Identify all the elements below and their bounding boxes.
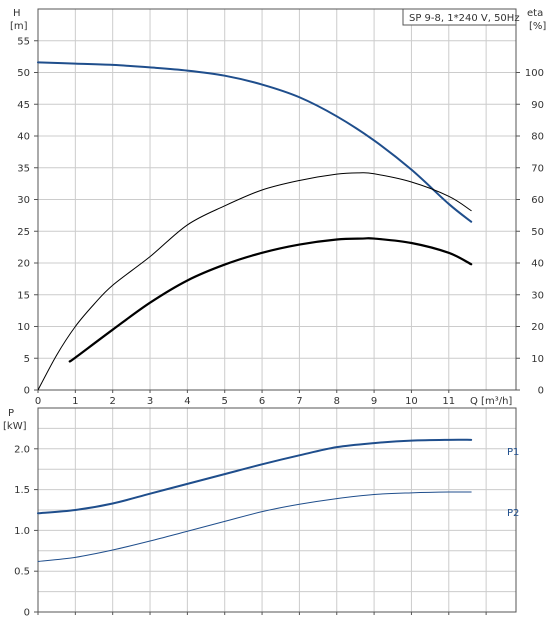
y2-tick-label: 80: [531, 132, 544, 143]
x-tick-label: 7: [296, 396, 302, 407]
y-tick-label: 5: [24, 354, 30, 365]
x-axis-label-q: Q [m³/h]: [470, 396, 512, 407]
p1-curve: [37, 438, 473, 515]
y-tick-label: 45: [17, 100, 30, 111]
x-tick-label: 2: [110, 396, 116, 407]
y-tick-label: 25: [17, 227, 30, 238]
p-tick-label: 1.5: [14, 485, 30, 496]
x-tick-label: 3: [147, 396, 153, 407]
p-tick-label: 0: [24, 608, 30, 619]
x-tick-label: 6: [259, 396, 265, 407]
y-tick-label: 15: [17, 290, 30, 301]
y2-tick-label: 20: [531, 322, 544, 333]
head-efficiency-plot: 0 1 2 3 4 5 6 7 8 9 10 1105101520253035404550550102…: [10, 8, 546, 407]
p2-curve: [37, 491, 472, 562]
p-tick-label: 2.0: [14, 444, 30, 455]
top-tick-labels: 0 1 2 3 4 5 6 7 8 9 10 1105101520253035404550550102…: [17, 36, 544, 407]
y-tick-label: 30: [17, 195, 30, 206]
p-tick-label: 1.0: [14, 526, 30, 537]
y-axis-unit-m: [m]: [10, 21, 28, 32]
bottom-series-group: [37, 438, 473, 562]
x-tick-label: 1: [72, 396, 78, 407]
p-tick-label: 0.5: [14, 567, 30, 578]
chart-title-box: [402, 8, 517, 26]
legend-p1: P1: [507, 447, 519, 458]
x-tick-label: 5: [222, 396, 228, 407]
bottom-grid: [37, 407, 516, 612]
chart-title: SP 9-8, 1*240 V, 50Hz: [409, 13, 520, 24]
y-axis-label-h: H: [13, 8, 21, 19]
y2-tick-label: 10: [531, 354, 544, 365]
y2-tick-label: 50: [531, 227, 544, 238]
y2-tick-label: 60: [531, 195, 544, 206]
efficiency-total-curve: [68, 237, 473, 363]
y2-tick-label: 100: [525, 68, 544, 79]
y-tick-label: 35: [17, 163, 30, 174]
x-tick-label: 9: [371, 396, 377, 407]
y-axis-unit-kw: [kW]: [3, 421, 27, 432]
x-tick-label: 10: [405, 396, 418, 407]
y2-tick-label: 0: [538, 386, 544, 397]
top-series-group: [37, 61, 473, 391]
y-tick-label: 50: [17, 68, 30, 79]
y-tick-label: 0: [24, 386, 30, 397]
bottom-tick-labels: 0 0.5 1.0 1.5 2.0: [14, 444, 487, 619]
legend-p2: P2: [507, 508, 519, 519]
x-tick-label: 4: [184, 396, 190, 407]
y-tick-label: 10: [17, 322, 30, 333]
y2-tick-label: 90: [531, 100, 544, 111]
y2-tick-label: 70: [531, 163, 544, 174]
y2-tick-label: 30: [531, 290, 544, 301]
y2-axis-unit-percent: [%]: [529, 21, 546, 32]
y2-tick-label: 40: [531, 259, 544, 270]
efficiency-pump-curve: [37, 172, 472, 391]
x-tick-label: 8: [334, 396, 340, 407]
y-axis-label-p: P: [8, 408, 14, 419]
head-curve: [37, 61, 473, 223]
y-tick-label: 20: [17, 259, 30, 270]
y-tick-label: 40: [17, 132, 30, 143]
x-tick-label: 0: [35, 396, 41, 407]
x-tick-label: 11: [442, 396, 455, 407]
power-plot: 0 0.5 1.0 1.5 2.0 P [kW] P1 P2: [3, 407, 519, 619]
y2-axis-label-eta: eta: [527, 8, 543, 19]
y-tick-label: 55: [17, 36, 30, 47]
bottom-plot-frame: [37, 407, 517, 613]
